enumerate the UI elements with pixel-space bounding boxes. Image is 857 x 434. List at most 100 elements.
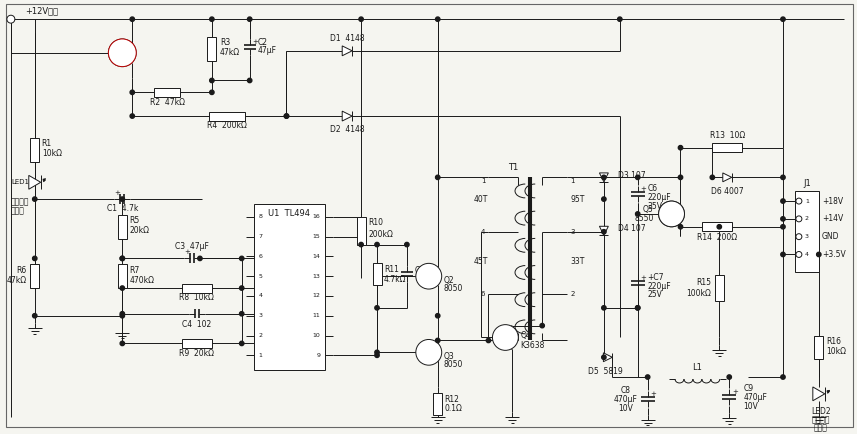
Circle shape — [285, 114, 289, 118]
Circle shape — [120, 197, 124, 201]
Circle shape — [602, 355, 606, 359]
Circle shape — [120, 314, 124, 318]
Text: 104: 104 — [415, 274, 429, 283]
Polygon shape — [29, 175, 41, 189]
Circle shape — [781, 225, 785, 229]
Circle shape — [359, 243, 363, 247]
Text: U1  TL494: U1 TL494 — [268, 210, 310, 218]
Text: 1: 1 — [481, 178, 485, 184]
Circle shape — [486, 338, 491, 342]
Text: 8550: 8550 — [634, 214, 654, 224]
Circle shape — [781, 175, 785, 180]
Circle shape — [493, 325, 518, 350]
Text: K3638: K3638 — [520, 341, 545, 350]
Text: 4: 4 — [805, 252, 809, 257]
Text: +: + — [641, 186, 647, 192]
Circle shape — [710, 175, 715, 180]
Text: R13  10Ω: R13 10Ω — [710, 132, 745, 140]
Circle shape — [359, 17, 363, 21]
Text: 47kΩ: 47kΩ — [7, 276, 27, 285]
Text: 4.7kΩ: 4.7kΩ — [384, 275, 406, 284]
Text: 1: 1 — [570, 178, 574, 184]
Circle shape — [248, 17, 252, 21]
Bar — [254, 204, 326, 370]
Text: 200kΩ: 200kΩ — [368, 230, 393, 239]
Text: LED1: LED1 — [12, 179, 30, 185]
Circle shape — [375, 306, 379, 310]
Circle shape — [33, 197, 37, 201]
Circle shape — [239, 256, 244, 260]
Circle shape — [416, 263, 441, 289]
Bar — [703, 222, 732, 231]
Bar — [30, 264, 39, 288]
Circle shape — [210, 90, 214, 95]
Text: 天线接入: 天线接入 — [812, 415, 830, 424]
Text: D2  4148: D2 4148 — [330, 125, 364, 135]
Text: C6: C6 — [648, 184, 658, 193]
Text: C4  102: C4 102 — [183, 320, 212, 329]
Circle shape — [435, 175, 440, 180]
Text: LED2: LED2 — [811, 407, 830, 416]
Circle shape — [210, 78, 214, 82]
Text: 16: 16 — [313, 214, 321, 220]
Text: D6 4007: D6 4007 — [711, 187, 744, 196]
Bar — [357, 217, 366, 245]
Circle shape — [120, 341, 124, 345]
Circle shape — [796, 251, 802, 257]
Circle shape — [285, 114, 289, 118]
Polygon shape — [342, 111, 352, 121]
Circle shape — [120, 312, 124, 316]
Circle shape — [817, 252, 821, 256]
Text: 220μF: 220μF — [648, 193, 671, 202]
Text: 0.1Ω: 0.1Ω — [445, 404, 463, 413]
Text: Q1: Q1 — [119, 43, 129, 51]
Text: 11: 11 — [313, 313, 321, 318]
Text: 95T: 95T — [570, 194, 584, 204]
Circle shape — [375, 243, 379, 247]
Text: 25V: 25V — [648, 290, 662, 299]
Text: T1: T1 — [508, 163, 518, 172]
Circle shape — [108, 39, 136, 67]
Bar — [795, 191, 818, 272]
Text: D4 107: D4 107 — [618, 224, 645, 233]
Circle shape — [602, 306, 606, 310]
Text: 8050: 8050 — [444, 283, 463, 293]
Circle shape — [416, 339, 441, 365]
Polygon shape — [603, 353, 613, 362]
Text: Q4: Q4 — [520, 331, 531, 340]
Text: 8: 8 — [259, 214, 262, 220]
Circle shape — [645, 375, 650, 379]
Circle shape — [602, 197, 606, 201]
Circle shape — [130, 90, 135, 95]
Text: C2: C2 — [258, 38, 267, 47]
Text: R14  200Ω: R14 200Ω — [698, 233, 737, 242]
Text: R4  200kΩ: R4 200kΩ — [207, 122, 247, 131]
Bar — [117, 264, 127, 288]
Circle shape — [540, 323, 544, 328]
Polygon shape — [599, 226, 608, 235]
Circle shape — [375, 350, 379, 355]
Circle shape — [796, 216, 802, 222]
Circle shape — [781, 217, 785, 221]
Polygon shape — [722, 173, 732, 182]
Text: C9: C9 — [743, 385, 753, 393]
Text: D3 107: D3 107 — [618, 171, 645, 180]
Circle shape — [796, 233, 802, 240]
Text: 6: 6 — [259, 254, 262, 259]
Text: 6: 6 — [481, 291, 485, 297]
Text: +: + — [641, 275, 647, 281]
Circle shape — [602, 230, 606, 234]
Text: 20kΩ: 20kΩ — [129, 226, 149, 235]
Circle shape — [678, 175, 683, 180]
Text: R11: R11 — [384, 265, 399, 274]
Text: +: + — [114, 190, 120, 196]
Circle shape — [796, 198, 802, 204]
Polygon shape — [342, 46, 352, 56]
Circle shape — [659, 201, 685, 227]
Polygon shape — [812, 387, 824, 401]
Text: 9: 9 — [316, 353, 321, 358]
Text: 470μF: 470μF — [743, 393, 767, 402]
Text: 47kΩ: 47kΩ — [219, 48, 240, 57]
Text: 2: 2 — [805, 217, 809, 221]
Text: C1  4.7k: C1 4.7k — [106, 204, 138, 214]
